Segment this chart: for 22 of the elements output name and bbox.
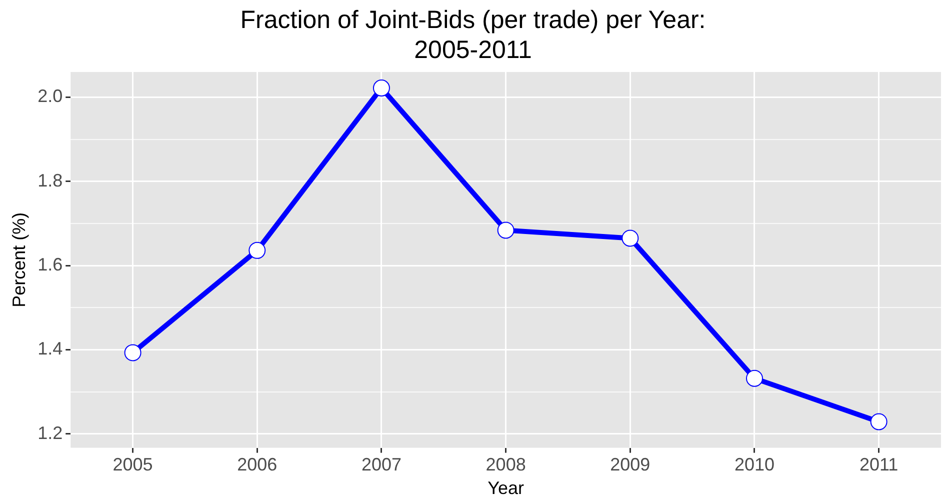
x-tick-label: 2008 <box>486 454 526 475</box>
x-tick-label: 2010 <box>734 454 775 475</box>
y-tick-label: 2.0 <box>38 86 63 106</box>
y-tick-label: 1.2 <box>38 422 63 443</box>
point <box>124 344 142 362</box>
y-tick-label: 1.6 <box>38 254 63 275</box>
x-tick-label: 2006 <box>237 454 278 475</box>
point <box>870 413 888 430</box>
x-axis-title: Year <box>488 478 524 498</box>
chart-title: Fraction of Joint-Bids (per trade) per Year: 2005-2011 <box>240 6 706 64</box>
point <box>497 222 514 239</box>
y-tick-label: 1.8 <box>38 170 63 190</box>
point <box>248 242 266 259</box>
point <box>746 370 763 387</box>
y-tick-label: 1.4 <box>38 338 63 359</box>
x-tick-label: 2007 <box>361 454 402 475</box>
point <box>622 230 639 247</box>
x-tick-label: 2009 <box>610 454 650 475</box>
x-tick-label: 2005 <box>112 454 153 475</box>
y-axis-title: Percent (%) <box>8 212 29 308</box>
x-tick-label: 2011 <box>859 454 898 475</box>
point <box>372 79 390 96</box>
